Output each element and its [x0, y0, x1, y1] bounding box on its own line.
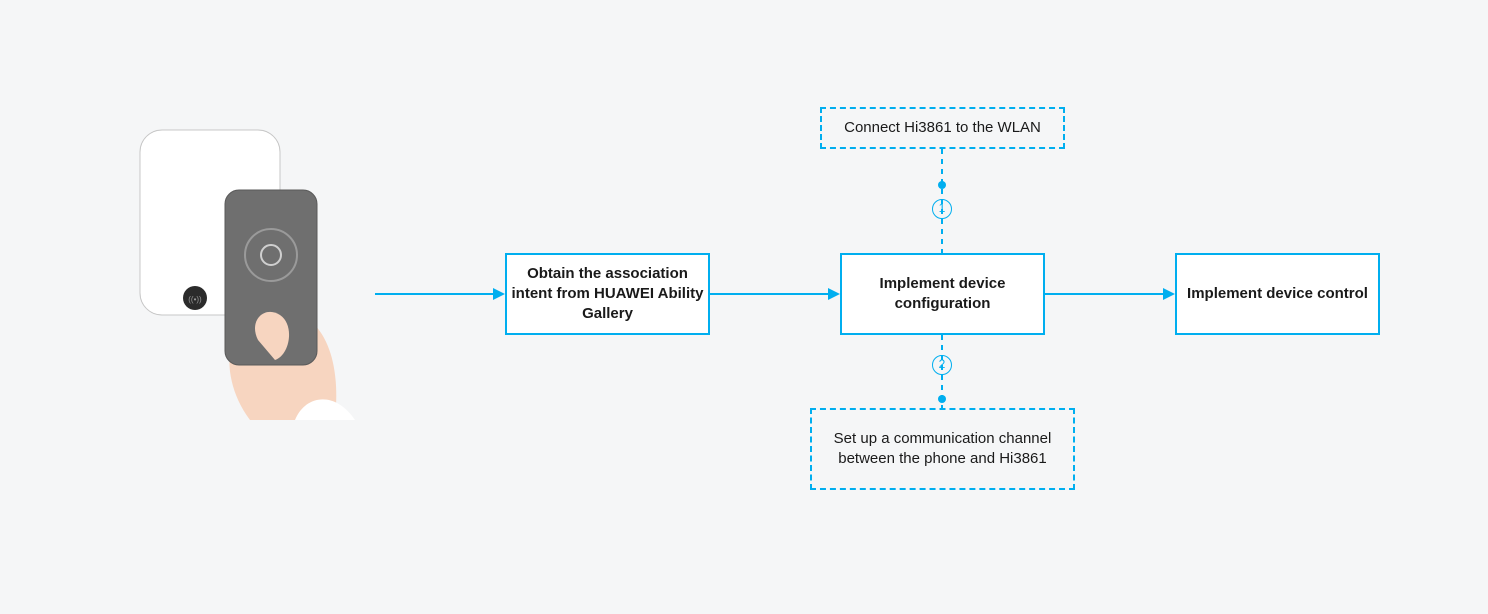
svg-text:((•)): ((•)): [188, 295, 202, 304]
arrow-image-to-step1: [375, 284, 505, 304]
phone-tap-device-illustration: ((•)): [130, 120, 375, 420]
note-connect-wlan: Connect Hi3861 to the WLAN: [820, 107, 1065, 149]
step-obtain-intent: Obtain the association intent from HUAWE…: [505, 253, 710, 335]
marker-1-icon: 1: [932, 196, 952, 219]
diagram-canvas: ((•)) Obtain the association intent from…: [0, 0, 1488, 614]
step-implement-control: Implement device control: [1175, 253, 1380, 335]
marker-2-icon: 2: [932, 352, 952, 375]
step-implement-config: Implement device configuration: [840, 253, 1045, 335]
arrow-step2-to-step3: [1045, 284, 1175, 304]
arrow-step1-to-step2: [710, 284, 840, 304]
note-setup-channel: Set up a communication channel between t…: [810, 408, 1075, 490]
